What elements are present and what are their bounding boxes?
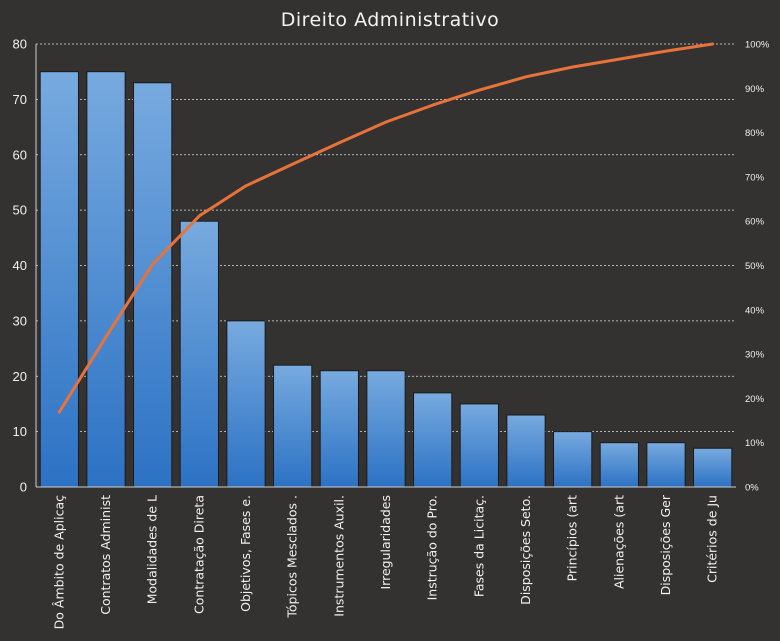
y2-tick-label: 30% bbox=[745, 350, 765, 361]
y2-axis: 0% 10% 20% 30% 40% 50% 60% 70% 80% 90% 100% bbox=[745, 40, 770, 494]
x-tick-label: Modalidades de L bbox=[145, 495, 160, 604]
x-tick-label: Princípios (art bbox=[565, 495, 580, 581]
x-tick-label: Critérios de Ju bbox=[705, 495, 720, 583]
x-tick-label: Do Âmbito de Aplicaç bbox=[51, 495, 66, 629]
x-tick-label: Fases da Licitaç. bbox=[471, 495, 486, 597]
y-tick-label: 20 bbox=[13, 369, 27, 384]
bar bbox=[226, 320, 266, 488]
bar bbox=[599, 442, 639, 488]
x-tick-label: Instrumentos Auxil. bbox=[331, 495, 346, 617]
bar bbox=[179, 220, 219, 488]
bar bbox=[413, 392, 453, 488]
y-tick-label: 80 bbox=[13, 37, 27, 52]
bar bbox=[319, 370, 359, 488]
x-tick-label: Objetivos, Fases e. bbox=[238, 495, 253, 612]
y2-tick-label: 90% bbox=[745, 84, 765, 95]
y-tick-label: 50 bbox=[13, 203, 27, 218]
bar bbox=[646, 442, 686, 488]
bar bbox=[693, 447, 733, 488]
bar bbox=[273, 364, 313, 488]
y-tick-label: 40 bbox=[13, 258, 27, 273]
chart-title: Direito Administrativo bbox=[281, 9, 500, 31]
y2-tick-label: 60% bbox=[745, 217, 765, 228]
y2-tick-label: 50% bbox=[745, 261, 765, 272]
bar bbox=[459, 403, 499, 488]
y-axis: 0 10 20 30 40 50 60 70 80 bbox=[13, 37, 736, 495]
y-tick-label: 70 bbox=[13, 92, 27, 107]
x-tick-label: Disposições Ger bbox=[658, 494, 673, 595]
bar bbox=[366, 370, 406, 488]
cumulative-line-path bbox=[57, 42, 715, 414]
y2-tick-label: 0% bbox=[745, 483, 759, 494]
y2-tick-label: 40% bbox=[745, 305, 765, 316]
bar bbox=[86, 71, 126, 488]
bar bbox=[553, 431, 593, 488]
x-axis: Do Âmbito de Aplicaç Contratos Administ Mo… bbox=[51, 494, 719, 629]
x-tick-label: Alienações (art bbox=[611, 495, 626, 589]
x-tick-label: Instrução do Pro. bbox=[425, 495, 440, 600]
y2-tick-label: 100% bbox=[745, 40, 770, 51]
y-tick-label: 60 bbox=[13, 147, 27, 162]
bar bbox=[506, 414, 546, 488]
y-tick-label: 0 bbox=[20, 480, 27, 495]
x-tick-label: Tópicos Mesclados . bbox=[285, 495, 300, 619]
bar bbox=[39, 71, 79, 488]
y-tick-label: 30 bbox=[13, 313, 27, 328]
y2-tick-label: 10% bbox=[745, 438, 765, 449]
y2-tick-label: 20% bbox=[745, 394, 765, 405]
y2-tick-label: 80% bbox=[745, 128, 765, 139]
cumulative-line bbox=[57, 42, 715, 414]
x-tick-label: Contratação Direta bbox=[191, 495, 206, 614]
y-tick-label: 10 bbox=[13, 424, 27, 439]
bars bbox=[39, 71, 733, 488]
x-tick-label: Disposições Seto. bbox=[518, 495, 533, 605]
y2-tick-label: 70% bbox=[745, 172, 765, 183]
x-tick-label: Contratos Administ bbox=[98, 495, 113, 615]
x-tick-label: Irregularidades bbox=[378, 495, 393, 590]
